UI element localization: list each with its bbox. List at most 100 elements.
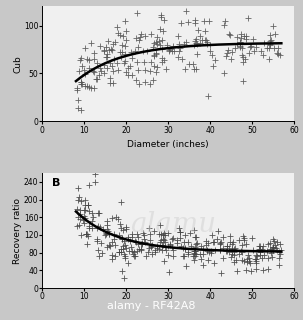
Point xyxy=(122,58,127,63)
Point xyxy=(127,249,132,254)
Point xyxy=(122,253,127,259)
Point xyxy=(230,241,235,246)
Point xyxy=(130,251,135,256)
Point xyxy=(247,255,252,260)
Point xyxy=(207,42,212,47)
Point xyxy=(111,237,116,242)
Point xyxy=(260,53,265,58)
Point xyxy=(154,243,159,248)
Point xyxy=(270,23,275,28)
Point xyxy=(105,227,109,232)
Point xyxy=(101,226,105,231)
Point xyxy=(91,68,96,74)
Point xyxy=(171,253,175,259)
Point xyxy=(75,215,80,220)
Point xyxy=(253,261,258,266)
Point xyxy=(148,68,152,73)
Point xyxy=(100,251,105,256)
Point xyxy=(151,229,156,234)
Point xyxy=(221,255,225,260)
Point xyxy=(102,48,106,53)
Point xyxy=(270,248,275,253)
Point xyxy=(175,240,180,245)
Point xyxy=(223,18,228,23)
Point xyxy=(200,263,205,268)
Point xyxy=(204,41,209,46)
Point xyxy=(102,71,106,76)
Point xyxy=(123,43,128,48)
Point xyxy=(192,248,197,253)
Point xyxy=(210,232,215,237)
Point xyxy=(139,246,144,252)
Point xyxy=(228,56,233,61)
Point xyxy=(92,57,96,62)
Point xyxy=(275,240,280,245)
Point xyxy=(106,232,111,237)
Point xyxy=(78,58,82,63)
Point xyxy=(255,253,259,259)
Point xyxy=(265,266,270,271)
Point xyxy=(229,255,234,260)
Point xyxy=(161,231,166,236)
Point xyxy=(252,48,257,53)
Point xyxy=(107,48,112,53)
Point xyxy=(240,45,245,51)
Point xyxy=(143,253,148,259)
Point xyxy=(261,244,265,249)
Point xyxy=(115,61,119,66)
Point xyxy=(226,245,231,251)
Point xyxy=(277,53,282,58)
Point xyxy=(185,252,190,257)
Point xyxy=(188,230,192,236)
Point xyxy=(229,246,234,251)
Point xyxy=(108,60,112,66)
Point xyxy=(204,37,209,43)
Point xyxy=(83,215,88,220)
Point xyxy=(240,249,245,254)
Point xyxy=(228,233,233,238)
Point xyxy=(183,246,188,251)
Point xyxy=(178,235,183,240)
Point xyxy=(178,20,183,26)
Point xyxy=(141,233,146,238)
Point xyxy=(119,246,124,252)
Point xyxy=(159,55,164,60)
Point xyxy=(139,241,144,246)
Point xyxy=(120,43,125,48)
Point xyxy=(92,172,97,177)
Point xyxy=(112,56,117,61)
Point xyxy=(170,49,175,54)
Point xyxy=(126,235,131,240)
Point xyxy=(109,215,114,220)
Point xyxy=(205,94,210,99)
Point xyxy=(143,239,148,244)
Point xyxy=(160,47,165,52)
Point xyxy=(193,66,198,71)
Point xyxy=(89,226,94,231)
Point xyxy=(262,253,267,258)
Point xyxy=(161,243,165,248)
Point xyxy=(75,185,80,190)
Point xyxy=(207,48,212,53)
Point xyxy=(138,32,143,37)
Point xyxy=(248,43,253,48)
Point xyxy=(123,225,128,230)
Point xyxy=(159,59,164,64)
Point xyxy=(125,73,130,78)
Point xyxy=(166,244,171,249)
Point xyxy=(225,50,229,55)
Point xyxy=(272,238,277,243)
Point xyxy=(134,77,139,82)
Point xyxy=(83,232,88,237)
Point xyxy=(82,84,87,89)
Point xyxy=(105,244,110,249)
Point xyxy=(210,239,215,244)
Point xyxy=(215,228,220,233)
Point xyxy=(246,51,251,56)
Point xyxy=(275,247,279,252)
Point xyxy=(87,208,92,213)
Point xyxy=(166,231,171,236)
Point xyxy=(206,249,211,254)
Point xyxy=(132,253,137,258)
Point xyxy=(80,81,85,86)
